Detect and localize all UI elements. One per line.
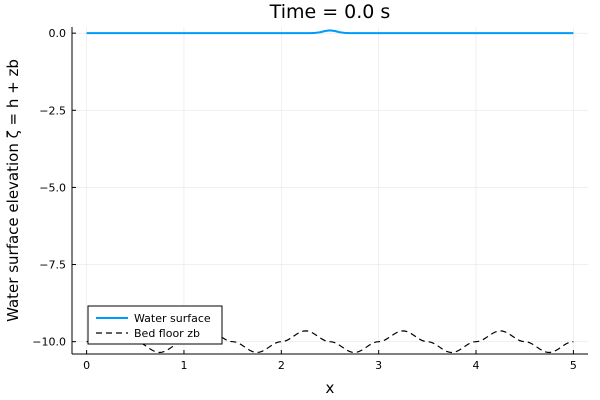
x-tick-label-4: 4 — [473, 359, 480, 372]
y-tick-label-2: −5.0 — [39, 181, 66, 194]
chart-title: Time = 0.0 s — [269, 1, 391, 23]
grid — [72, 27, 588, 354]
x-tick-label-5: 5 — [570, 359, 577, 372]
y-tick-labels: 0.0 −2.5 −5.0 −7.5 −10.0 — [32, 27, 66, 348]
water-surface-line — [86, 29, 574, 35]
y-axis-label: Water surface elevation ζ = h + zb — [4, 59, 22, 322]
y-tick-label-3: −7.5 — [39, 259, 66, 272]
x-tick-labels: 0 1 2 3 4 5 — [83, 359, 577, 372]
y-tick-label-0: 0.0 — [49, 27, 67, 40]
x-axis-label: x — [326, 379, 335, 397]
legend-label-water-surface: Water surface — [134, 312, 211, 325]
legend-label-bed-floor: Bed floor zb — [134, 327, 200, 340]
bed-floor-line — [86, 330, 574, 354]
x-tick-label-0: 0 — [83, 359, 90, 372]
legend-box — [87, 305, 223, 345]
legend: Water surface Bed floor zb — [87, 305, 223, 345]
y-tick-label-4: −10.0 — [32, 336, 66, 349]
water-surface-series — [86, 29, 574, 35]
bed-floor-series — [86, 330, 574, 354]
y-tick-label-1: −2.5 — [39, 104, 66, 117]
x-tick-label-1: 1 — [180, 359, 187, 372]
x-tick-label-2: 2 — [278, 359, 285, 372]
x-tick-label-3: 3 — [375, 359, 382, 372]
axes — [71, 27, 588, 355]
